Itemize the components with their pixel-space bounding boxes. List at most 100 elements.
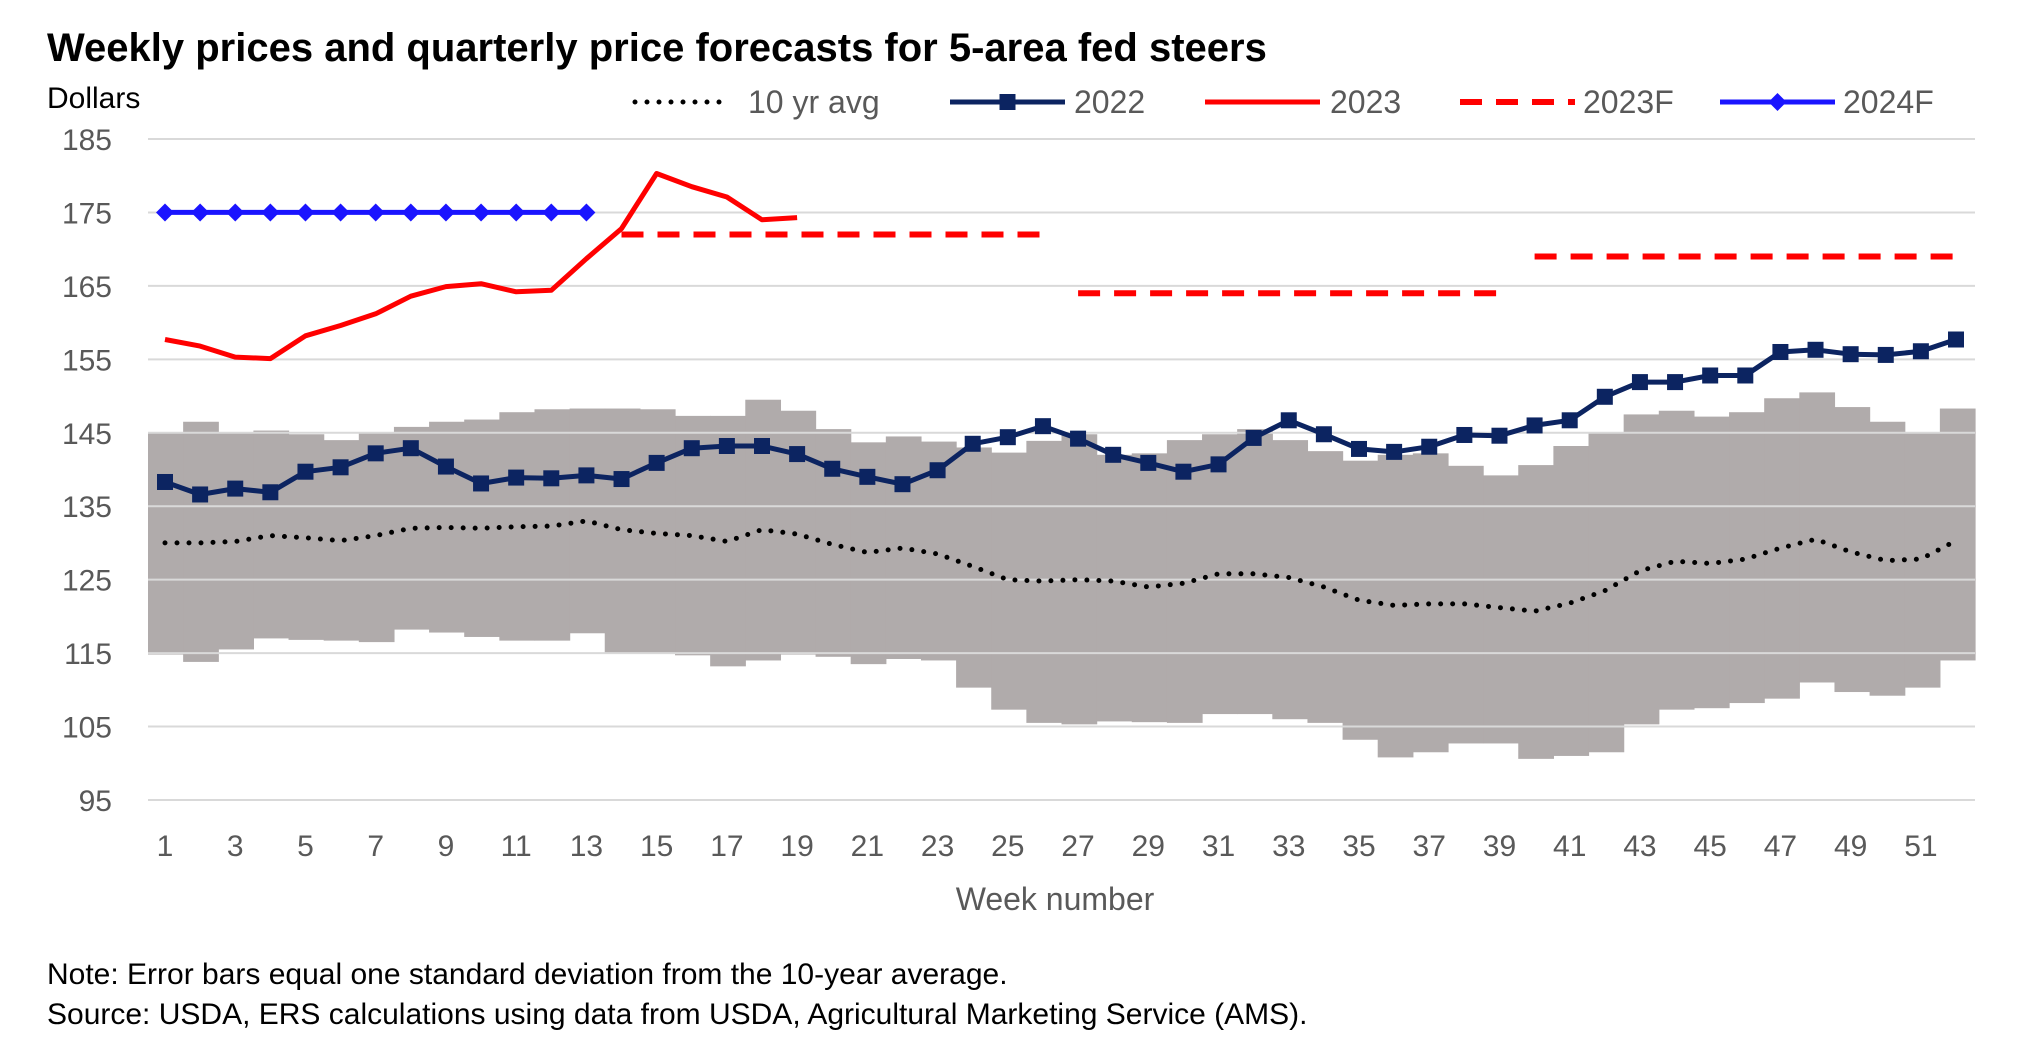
x-tick-label: 33 [1272,830,1305,863]
band-bar-week-26 [1026,440,1063,723]
band-bar-week-31 [1202,434,1238,715]
point-marker [1105,446,1122,463]
series-10-yr-avg [162,518,1959,614]
y-tick-label: 145 [62,418,112,451]
point-marker [1667,374,1684,391]
point-marker [192,486,209,503]
band-bar-week-43 [1623,414,1660,725]
band-bar-week-48 [1799,392,1836,683]
point-marker [929,462,946,479]
band-bar-week-47 [1764,398,1800,699]
point-marker [1561,412,1578,429]
point-marker [577,203,596,222]
point-marker [436,203,455,222]
point-marker [331,203,350,222]
x-tick-label: 15 [640,830,673,863]
point-marker [1315,426,1332,443]
point-marker [859,468,876,485]
series-line [162,518,1959,614]
point-marker [1702,367,1719,384]
series-2022 [157,331,1964,503]
point-marker [718,437,735,454]
x-tick-label: 39 [1483,830,1516,863]
band-bar-week-28 [1096,454,1133,722]
point-marker [1280,412,1297,429]
band-bar-week-9 [429,421,465,633]
point-marker [1596,388,1613,405]
point-marker [261,203,280,222]
band-bar-week-25 [991,452,1027,710]
point-marker [437,458,454,475]
legend-label: 2023 [1330,84,1401,120]
point-marker [507,203,526,222]
series-2023 [164,171,798,362]
y-axis-label: Dollars [47,82,140,115]
point-marker [332,459,349,476]
x-tick-label: 49 [1834,830,1867,863]
x-tick-label: 3 [227,830,244,863]
point-marker [1526,417,1543,434]
band-bar-week-44 [1658,410,1695,710]
y-tick-label: 165 [62,271,112,304]
band-bar-week-35 [1342,460,1379,740]
x-tick-label: 37 [1413,830,1446,863]
point-marker [402,440,419,457]
point-marker [542,203,561,222]
point-marker [683,440,700,457]
point-marker [472,203,491,222]
band-bar-week-12 [534,409,571,641]
point-marker [1351,440,1367,457]
legend-marker [999,94,1016,110]
band-bar-week-24 [956,447,992,688]
band-bar-week-10 [464,419,500,637]
x-tick-label: 23 [921,830,954,863]
band-bar-week-51 [1904,432,1941,688]
x-tick-label: 41 [1553,830,1586,863]
band-bar-week-17 [710,415,746,667]
y-tick-label: 185 [62,124,112,157]
point-marker [508,469,525,486]
legend-item-2023: 2023 [1205,84,1401,120]
x-tick-label: 13 [570,830,603,863]
legend-item-2024F: 2024F [1720,84,1934,120]
point-marker [613,471,630,488]
point-marker [1386,443,1403,460]
point-marker [894,476,911,493]
band-bar-week-49 [1834,407,1871,693]
point-marker [227,480,244,497]
x-tick-label: 35 [1342,830,1375,863]
band-bar-week-29 [1131,453,1168,723]
chart-title: Weekly prices and quarterly price foreca… [47,26,1267,70]
point-marker [789,446,806,463]
y-tick-label: 175 [62,197,112,230]
point-marker [367,445,384,462]
point-marker [1772,343,1789,360]
y-tick-label: 125 [62,565,112,598]
legend-item-10-yr-avg: 10 yr avg [632,84,880,120]
point-marker [156,203,174,222]
x-tick-label: 7 [367,830,384,863]
y-tick-label: 105 [62,712,112,745]
footnote-note: Note: Error bars equal one standard devi… [47,958,1008,991]
point-marker [1456,426,1473,443]
y-tick-label: 95 [79,785,112,818]
series-2024F [156,203,596,222]
legend-label: 2024F [1843,84,1934,120]
band-bar-week-36 [1377,454,1414,758]
band-bar-week-52 [1939,408,1976,661]
point-marker [1070,430,1087,447]
y-tick-label: 155 [62,344,112,377]
legend-item-2023F: 2023F [1460,84,1674,120]
point-marker [1948,331,1964,348]
point-marker [1631,374,1648,391]
legend-label: 2023F [1583,84,1674,120]
legend-marker [1768,93,1787,111]
point-marker [1491,427,1508,444]
point-marker [401,203,420,222]
legend-label: 2022 [1074,84,1145,120]
band-bar-week-32 [1237,429,1273,715]
point-marker [1034,418,1051,435]
band-bar-week-8 [393,426,430,630]
x-tick-label: 5 [297,830,314,863]
footnote-source: Source: USDA, ERS calculations using dat… [47,998,1308,1031]
